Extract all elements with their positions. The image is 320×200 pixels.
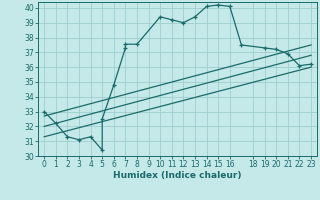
X-axis label: Humidex (Indice chaleur): Humidex (Indice chaleur)	[113, 171, 242, 180]
